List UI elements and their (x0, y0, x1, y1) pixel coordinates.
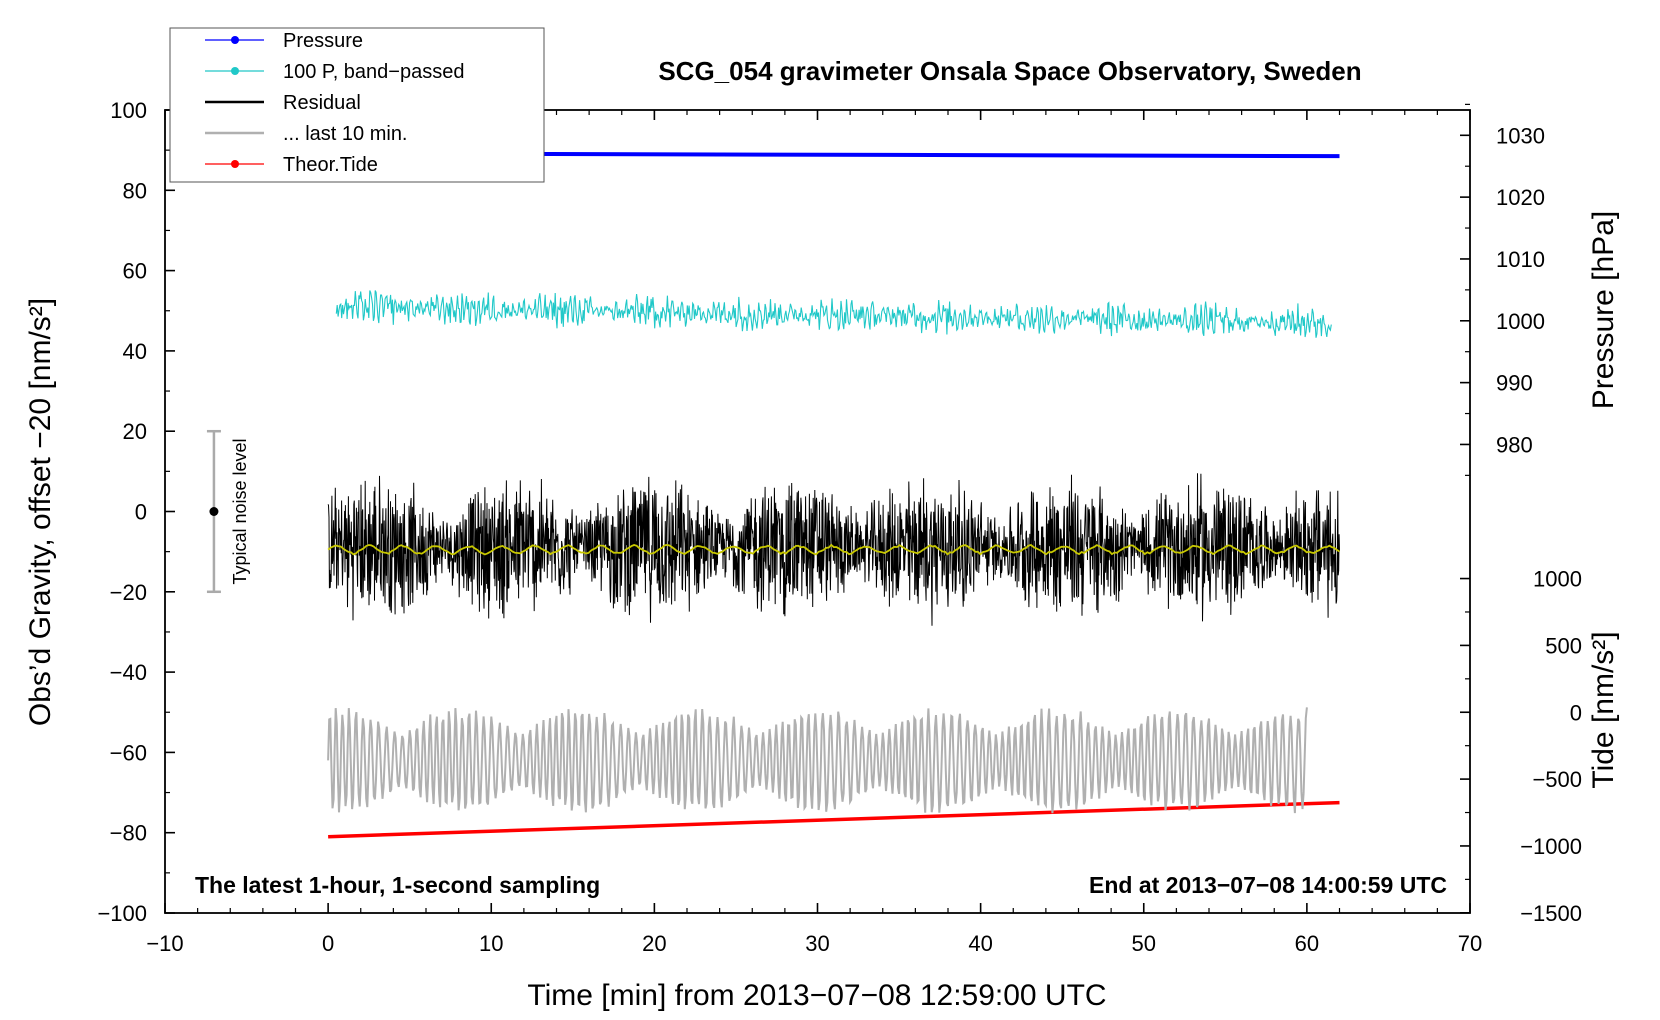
y-tick-label: 60 (123, 259, 147, 284)
pressure-tick-label: 1000 (1496, 309, 1545, 334)
pressure-tick-label: 1030 (1496, 123, 1545, 148)
legend-swatch-marker (231, 160, 239, 168)
tide-tick-label: −1500 (1520, 901, 1582, 926)
legend-label: Theor.Tide (283, 154, 378, 176)
x-tick-label: 60 (1295, 931, 1319, 956)
legend-label: 100 P, band−passed (283, 61, 464, 83)
y-axis-gravity: −100 −80 −60 −40 −20 0 20 40 60 80 100 (97, 98, 175, 926)
series-residual (327, 473, 1340, 626)
sampling-note: The latest 1-hour, 1-second sampling (195, 872, 600, 898)
series-last-10-min (327, 707, 1308, 814)
x-tick-label: 70 (1458, 931, 1482, 956)
y-axis-tide: −1500 −1000 −500 0 500 1000 (1460, 567, 1582, 926)
x-axis: −10 0 10 20 30 40 50 60 70 (146, 110, 1482, 956)
x-tick-label: −10 (146, 931, 183, 956)
tide-tick-label: 0 (1570, 700, 1582, 725)
legend-swatch-marker (231, 36, 239, 44)
legend-label: ... last 10 min. (283, 123, 408, 145)
x-tick-label: 10 (479, 931, 503, 956)
noise-bar-center-dot (209, 507, 219, 516)
legend-label: Residual (283, 92, 361, 114)
y-axis-pressure: 980 990 1000 1010 1020 1030 (1460, 103, 1545, 476)
chart-title: SCG_054 gravimeter Onsala Space Observat… (658, 56, 1361, 86)
x-axis-title: Time [min] from 2013−07−08 12:59:00 UTC (527, 979, 1106, 1012)
tide-tick-label: 500 (1545, 633, 1582, 658)
x-tick-label: 50 (1132, 931, 1156, 956)
legend-box (169, 27, 545, 183)
y-tick-label: −60 (110, 740, 147, 765)
noise-bar-label: Typical noise level (230, 438, 250, 584)
y-tick-label: −100 (97, 901, 147, 926)
series-band-passed-pressure (335, 290, 1332, 338)
x-tick-label: 0 (322, 931, 334, 956)
pressure-tick-label: 980 (1496, 432, 1533, 457)
x-tick-label: 40 (968, 931, 992, 956)
y-tick-label: −80 (110, 821, 147, 846)
pressure-axis-title: Pressure [hPa] (1587, 211, 1620, 409)
tide-tick-label: −1000 (1520, 834, 1582, 859)
x-tick-label: 30 (805, 931, 829, 956)
series-theor-tide (328, 800, 1340, 839)
tide-tick-label: 1000 (1533, 567, 1582, 592)
x-tick-label: 20 (642, 931, 666, 956)
pressure-tick-label: 990 (1496, 371, 1533, 396)
y-tick-label: 40 (123, 339, 147, 364)
y-axis-title: Obs’d Gravity, offset −20 [nm/s²] (24, 298, 57, 726)
tide-axis-title: Tide [nm/s²] (1587, 631, 1620, 788)
end-time-note: End at 2013−07−08 14:00:59 UTC (1089, 872, 1447, 898)
pressure-tick-label: 1010 (1496, 247, 1545, 272)
y-tick-label: 0 (135, 500, 147, 525)
y-tick-label: 100 (110, 98, 147, 123)
y-tick-label: −40 (110, 660, 147, 685)
tide-tick-label: −500 (1532, 767, 1582, 792)
legend: Pressure 100 P, band−passed Residual ... la… (169, 27, 545, 183)
pressure-tick-label: 1020 (1496, 185, 1545, 210)
series-residual-smoothed (327, 543, 1340, 556)
y-tick-label: −20 (110, 580, 147, 605)
noise-level-indicator: Typical noise level (206, 429, 250, 594)
legend-swatch-marker (231, 67, 239, 75)
legend-label: Pressure (283, 30, 363, 52)
y-tick-label: 80 (123, 178, 147, 203)
y-tick-label: 20 (123, 419, 147, 444)
